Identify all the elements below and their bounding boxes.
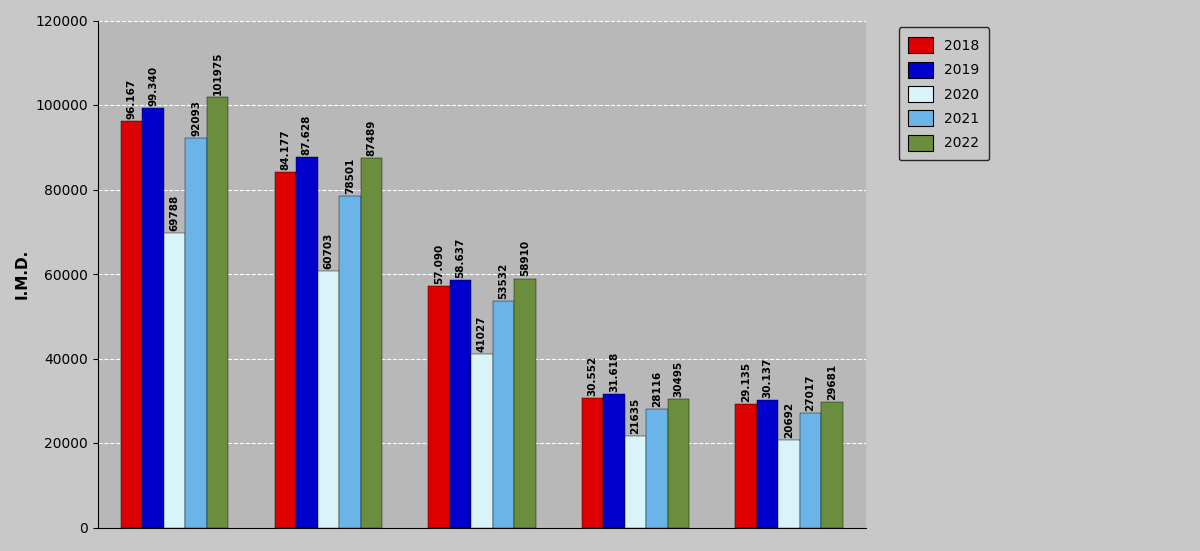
Bar <box>604 394 625 527</box>
Text: 41027: 41027 <box>476 316 487 352</box>
Text: 101975: 101975 <box>212 51 223 95</box>
Bar <box>275 172 296 527</box>
Bar <box>779 440 800 527</box>
Text: 60703: 60703 <box>323 233 334 269</box>
Text: 87.628: 87.628 <box>301 115 312 155</box>
Text: 78501: 78501 <box>344 158 355 194</box>
Bar <box>318 271 340 527</box>
Bar <box>582 398 604 527</box>
Bar <box>472 354 493 527</box>
Bar <box>667 399 689 527</box>
Bar <box>360 158 382 527</box>
Bar <box>800 413 821 527</box>
Bar <box>647 409 667 527</box>
Bar <box>428 287 450 527</box>
Bar <box>821 402 842 527</box>
Bar <box>121 121 143 527</box>
Bar <box>164 233 186 527</box>
Bar <box>736 404 757 527</box>
Text: 96.167: 96.167 <box>127 79 137 119</box>
Text: 31.618: 31.618 <box>608 352 619 392</box>
Bar <box>206 96 228 527</box>
Legend: 2018, 2019, 2020, 2021, 2022: 2018, 2019, 2020, 2021, 2022 <box>899 28 990 160</box>
Text: 92093: 92093 <box>191 100 202 136</box>
Bar <box>143 108 164 527</box>
Bar <box>340 196 360 527</box>
Text: 53532: 53532 <box>498 263 509 299</box>
Text: 30.137: 30.137 <box>762 358 773 398</box>
Bar <box>514 279 535 527</box>
Text: 29.135: 29.135 <box>742 362 751 402</box>
Y-axis label: I.M.D.: I.M.D. <box>14 249 30 299</box>
Bar <box>757 400 779 527</box>
Text: 20692: 20692 <box>784 402 794 438</box>
Bar <box>296 157 318 527</box>
Text: 28116: 28116 <box>652 370 662 407</box>
Text: 84.177: 84.177 <box>281 129 290 170</box>
Bar <box>186 138 206 527</box>
Text: 57.090: 57.090 <box>434 244 444 284</box>
Bar <box>625 436 647 527</box>
Text: 99.340: 99.340 <box>148 66 158 106</box>
Text: 29681: 29681 <box>827 364 838 400</box>
Text: 87489: 87489 <box>366 120 377 156</box>
Text: 21635: 21635 <box>630 398 641 434</box>
Text: 58910: 58910 <box>520 240 530 277</box>
Text: 27017: 27017 <box>805 375 816 411</box>
Text: 30.552: 30.552 <box>588 356 598 396</box>
Bar <box>450 280 472 527</box>
Text: 30495: 30495 <box>673 360 684 397</box>
Bar <box>493 301 514 527</box>
Text: 58.637: 58.637 <box>455 237 466 278</box>
Text: 69788: 69788 <box>169 195 180 230</box>
